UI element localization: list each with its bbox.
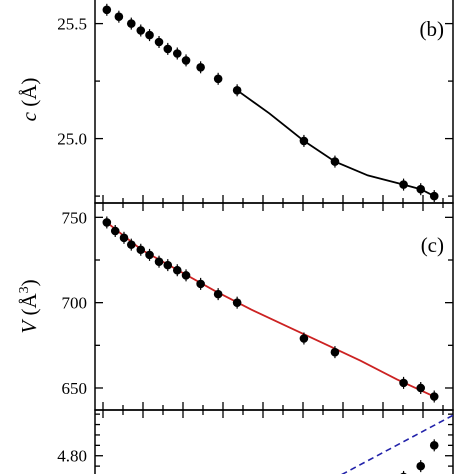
data-point <box>399 378 408 388</box>
plot-frame <box>94 409 454 474</box>
data-point <box>154 257 164 267</box>
panel-label: (b) <box>420 17 445 41</box>
y-tick-label: 700 <box>62 294 88 313</box>
data-point <box>429 441 439 450</box>
dashed-reference-line <box>341 414 453 474</box>
data-point <box>163 44 173 54</box>
data-point <box>232 86 242 95</box>
data-point <box>213 289 223 299</box>
y-tick-label: 25.5 <box>57 15 87 34</box>
y-axis-label: c (Å) <box>17 78 41 122</box>
y-axis-unit-close: ) <box>17 279 41 286</box>
panel-b: 25.0 25.5 c (Å) (b) <box>17 0 454 204</box>
data-point <box>119 233 129 243</box>
y-tick-label: 750 <box>62 208 88 227</box>
data-point <box>145 250 154 260</box>
data-point <box>172 49 182 58</box>
y-tick-label: 650 <box>62 379 88 398</box>
data-point <box>136 245 146 255</box>
y-tick-label: 4.80 <box>57 447 87 466</box>
data-point <box>196 63 205 72</box>
plot-area <box>102 3 439 203</box>
data-point <box>126 19 136 28</box>
data-point <box>429 392 439 401</box>
data-point <box>181 56 191 65</box>
data-point <box>145 30 154 40</box>
data-point <box>181 271 191 280</box>
panel-label: (c) <box>421 233 444 257</box>
y-tick-label: 25.0 <box>57 130 87 149</box>
data-point <box>163 260 173 270</box>
y-axis-label: V (Å3) <box>17 279 41 333</box>
data-point <box>330 347 340 357</box>
plot-area <box>102 216 439 403</box>
data-point <box>416 461 426 471</box>
data-point <box>172 265 182 275</box>
data-point <box>429 191 439 201</box>
data-point <box>126 240 136 249</box>
y-axis-symbol: c <box>17 111 41 121</box>
data-point <box>330 157 340 166</box>
data-point <box>399 180 408 189</box>
data-point <box>114 12 124 21</box>
data-point <box>416 184 426 194</box>
y-axis-unit-exponent: 3 <box>17 286 32 293</box>
data-point <box>213 74 223 84</box>
data-point <box>232 298 242 307</box>
data-point <box>299 136 309 146</box>
data-point <box>154 37 164 47</box>
y-axis-unit: (Å) <box>17 78 41 107</box>
y-axis-symbol: V <box>17 319 41 334</box>
data-point <box>416 383 426 393</box>
data-point <box>299 334 309 343</box>
data-point <box>102 5 112 15</box>
data-point <box>136 26 146 35</box>
data-point <box>102 218 112 227</box>
data-point <box>110 226 120 236</box>
y-axis-unit: (Å <box>17 293 41 316</box>
data-point <box>196 279 205 289</box>
